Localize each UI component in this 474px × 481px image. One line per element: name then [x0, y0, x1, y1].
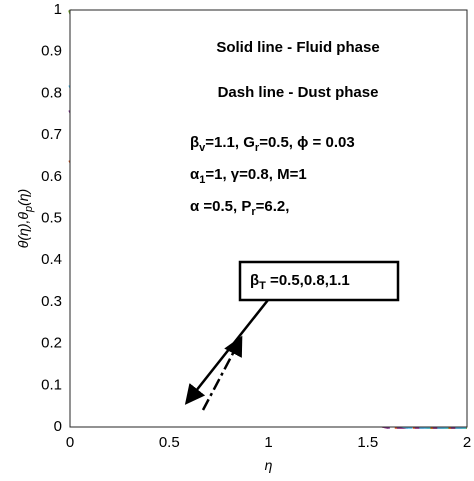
y-axis-label-part: θ(η),θ — [15, 212, 31, 249]
y-tick-label: 0.4 — [41, 251, 62, 268]
y-tick-label: 0.3 — [41, 293, 62, 310]
y-tick-label: 0.7 — [41, 126, 62, 143]
x-tick-label: 1 — [264, 434, 272, 451]
annotation-part: α — [190, 166, 200, 183]
annotation: α1=1, γ=0.8, M=1 — [190, 166, 307, 186]
annotation-part: α =0.5, P — [190, 198, 251, 215]
x-axis-label-part: η — [265, 457, 273, 473]
y-tick-label: 0.9 — [41, 43, 62, 60]
annotation: Solid line - Fluid phase — [216, 39, 379, 56]
annotation: βT =0.5,0.8,1.1 — [250, 272, 350, 292]
annotation: βv=1.1, Gr=0.5, ϕ = 0.03 — [190, 134, 355, 154]
y-tick-label: 1 — [54, 1, 62, 18]
y-tick-label: 0.2 — [41, 335, 62, 352]
y-tick-label: 0 — [54, 418, 62, 435]
annotation-part: β — [190, 134, 199, 151]
annotation-part: =1, γ=0.8, M=1 — [205, 166, 306, 183]
y-axis-label-part: (η) — [15, 189, 31, 206]
x-tick-label: 2 — [463, 434, 471, 451]
y-tick-label: 0.5 — [41, 209, 62, 226]
annotation-part: Dash line - Dust phase — [218, 84, 379, 101]
annotation-part: Solid line - Fluid phase — [216, 39, 379, 56]
annotation-part: 1 — [199, 174, 205, 186]
annotation-part: r — [251, 206, 256, 218]
annotation-box — [238, 260, 400, 302]
x-tick-label: 0.5 — [159, 434, 180, 451]
x-tick-label: 0 — [66, 434, 74, 451]
annotation: Dash line - Dust phase — [218, 84, 379, 101]
arrow — [201, 335, 243, 411]
annotation-part: v — [199, 142, 206, 154]
plot-frame — [69, 9, 468, 428]
annotation: α =0.5, Pr=6.2, — [190, 198, 289, 218]
annotation-part: =1.1, G — [205, 134, 255, 151]
annotation-part: =6.2, — [256, 198, 290, 215]
y-axis-label-part: p — [23, 206, 35, 213]
x-tick-label: 1.5 — [357, 434, 378, 451]
y-tick-label: 0.8 — [41, 84, 62, 101]
annotation-part: β — [250, 272, 259, 289]
annotation-part: =0.5, ϕ = 0.03 — [259, 134, 354, 151]
y-tick-label: 0.1 — [41, 376, 62, 393]
annotation-part: =0.5,0.8,1.1 — [266, 272, 350, 289]
annotation-part: r — [255, 142, 260, 154]
annotation-part: T — [259, 280, 266, 292]
x-axis-label: η — [265, 457, 273, 473]
y-axis-label: θ(η),θp(η) — [15, 189, 35, 248]
y-tick-label: 0.6 — [41, 168, 62, 185]
